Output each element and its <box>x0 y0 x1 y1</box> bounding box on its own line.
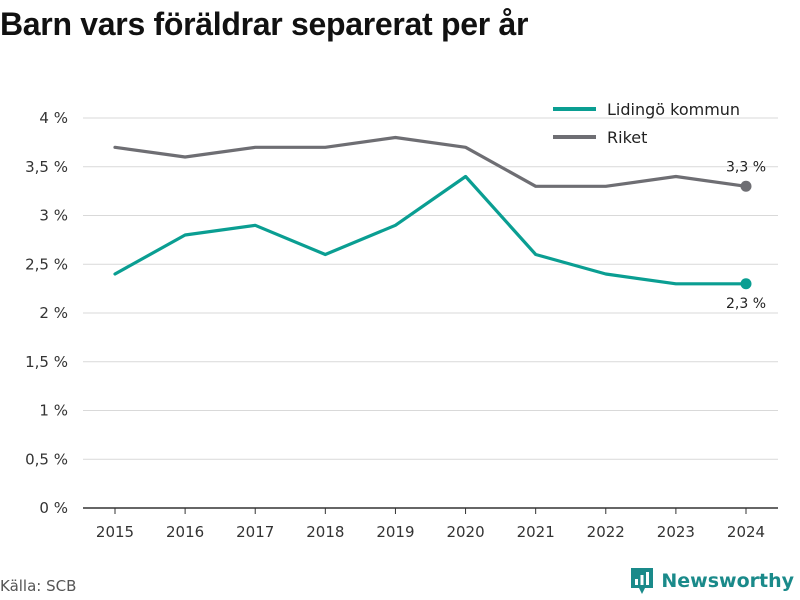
line-chart: 0 % 0,5 % 1 % 1,5 % 2 % 2,5 % 3 % 3,5 % 4 % 2015 2… <box>25 100 778 541</box>
end-label-lidingo: 2,3 % <box>726 296 766 312</box>
x-tick-label: 2022 <box>587 523 625 541</box>
brand-logo: Newsworthy <box>629 566 794 596</box>
x-tick-label: 2020 <box>446 523 484 541</box>
chart-title: Barn vars föräldrar separerat per år <box>0 6 529 42</box>
y-tick-label: 3 % <box>39 207 68 225</box>
series-line-lidingo <box>113 174 748 286</box>
legend-label-riket: Riket <box>607 128 647 147</box>
x-tick-label: 2016 <box>166 523 204 541</box>
y-tick-label: 4 % <box>39 109 68 127</box>
y-tick-label: 0,5 % <box>25 450 68 468</box>
y-tick-label: 1 % <box>39 402 68 420</box>
y-tick-label: 2,5 % <box>25 255 68 273</box>
x-tick-label: 2021 <box>517 523 555 541</box>
newsworthy-logo-icon <box>631 568 654 594</box>
brand-name: Newsworthy <box>661 570 794 592</box>
x-tick-label: 2019 <box>376 523 414 541</box>
x-tick-label: 2017 <box>236 523 274 541</box>
source-label: Källa: SCB <box>0 577 77 595</box>
y-tick-label: 2 % <box>39 304 68 322</box>
series-line-riket <box>113 135 748 188</box>
x-tick-label: 2015 <box>96 523 134 541</box>
x-tick-label: 2024 <box>727 523 765 541</box>
legend-label-lidingo: Lidingö kommun <box>607 100 740 119</box>
x-tick-label: 2018 <box>306 523 344 541</box>
y-tick-label: 0 % <box>39 499 68 517</box>
end-point-lidingo <box>740 278 752 290</box>
end-label-riket: 3,3 % <box>726 159 766 175</box>
y-tick-label: 1,5 % <box>25 353 68 371</box>
end-point-riket <box>740 180 752 192</box>
x-tick-label: 2023 <box>657 523 695 541</box>
y-tick-label: 3,5 % <box>25 158 68 176</box>
